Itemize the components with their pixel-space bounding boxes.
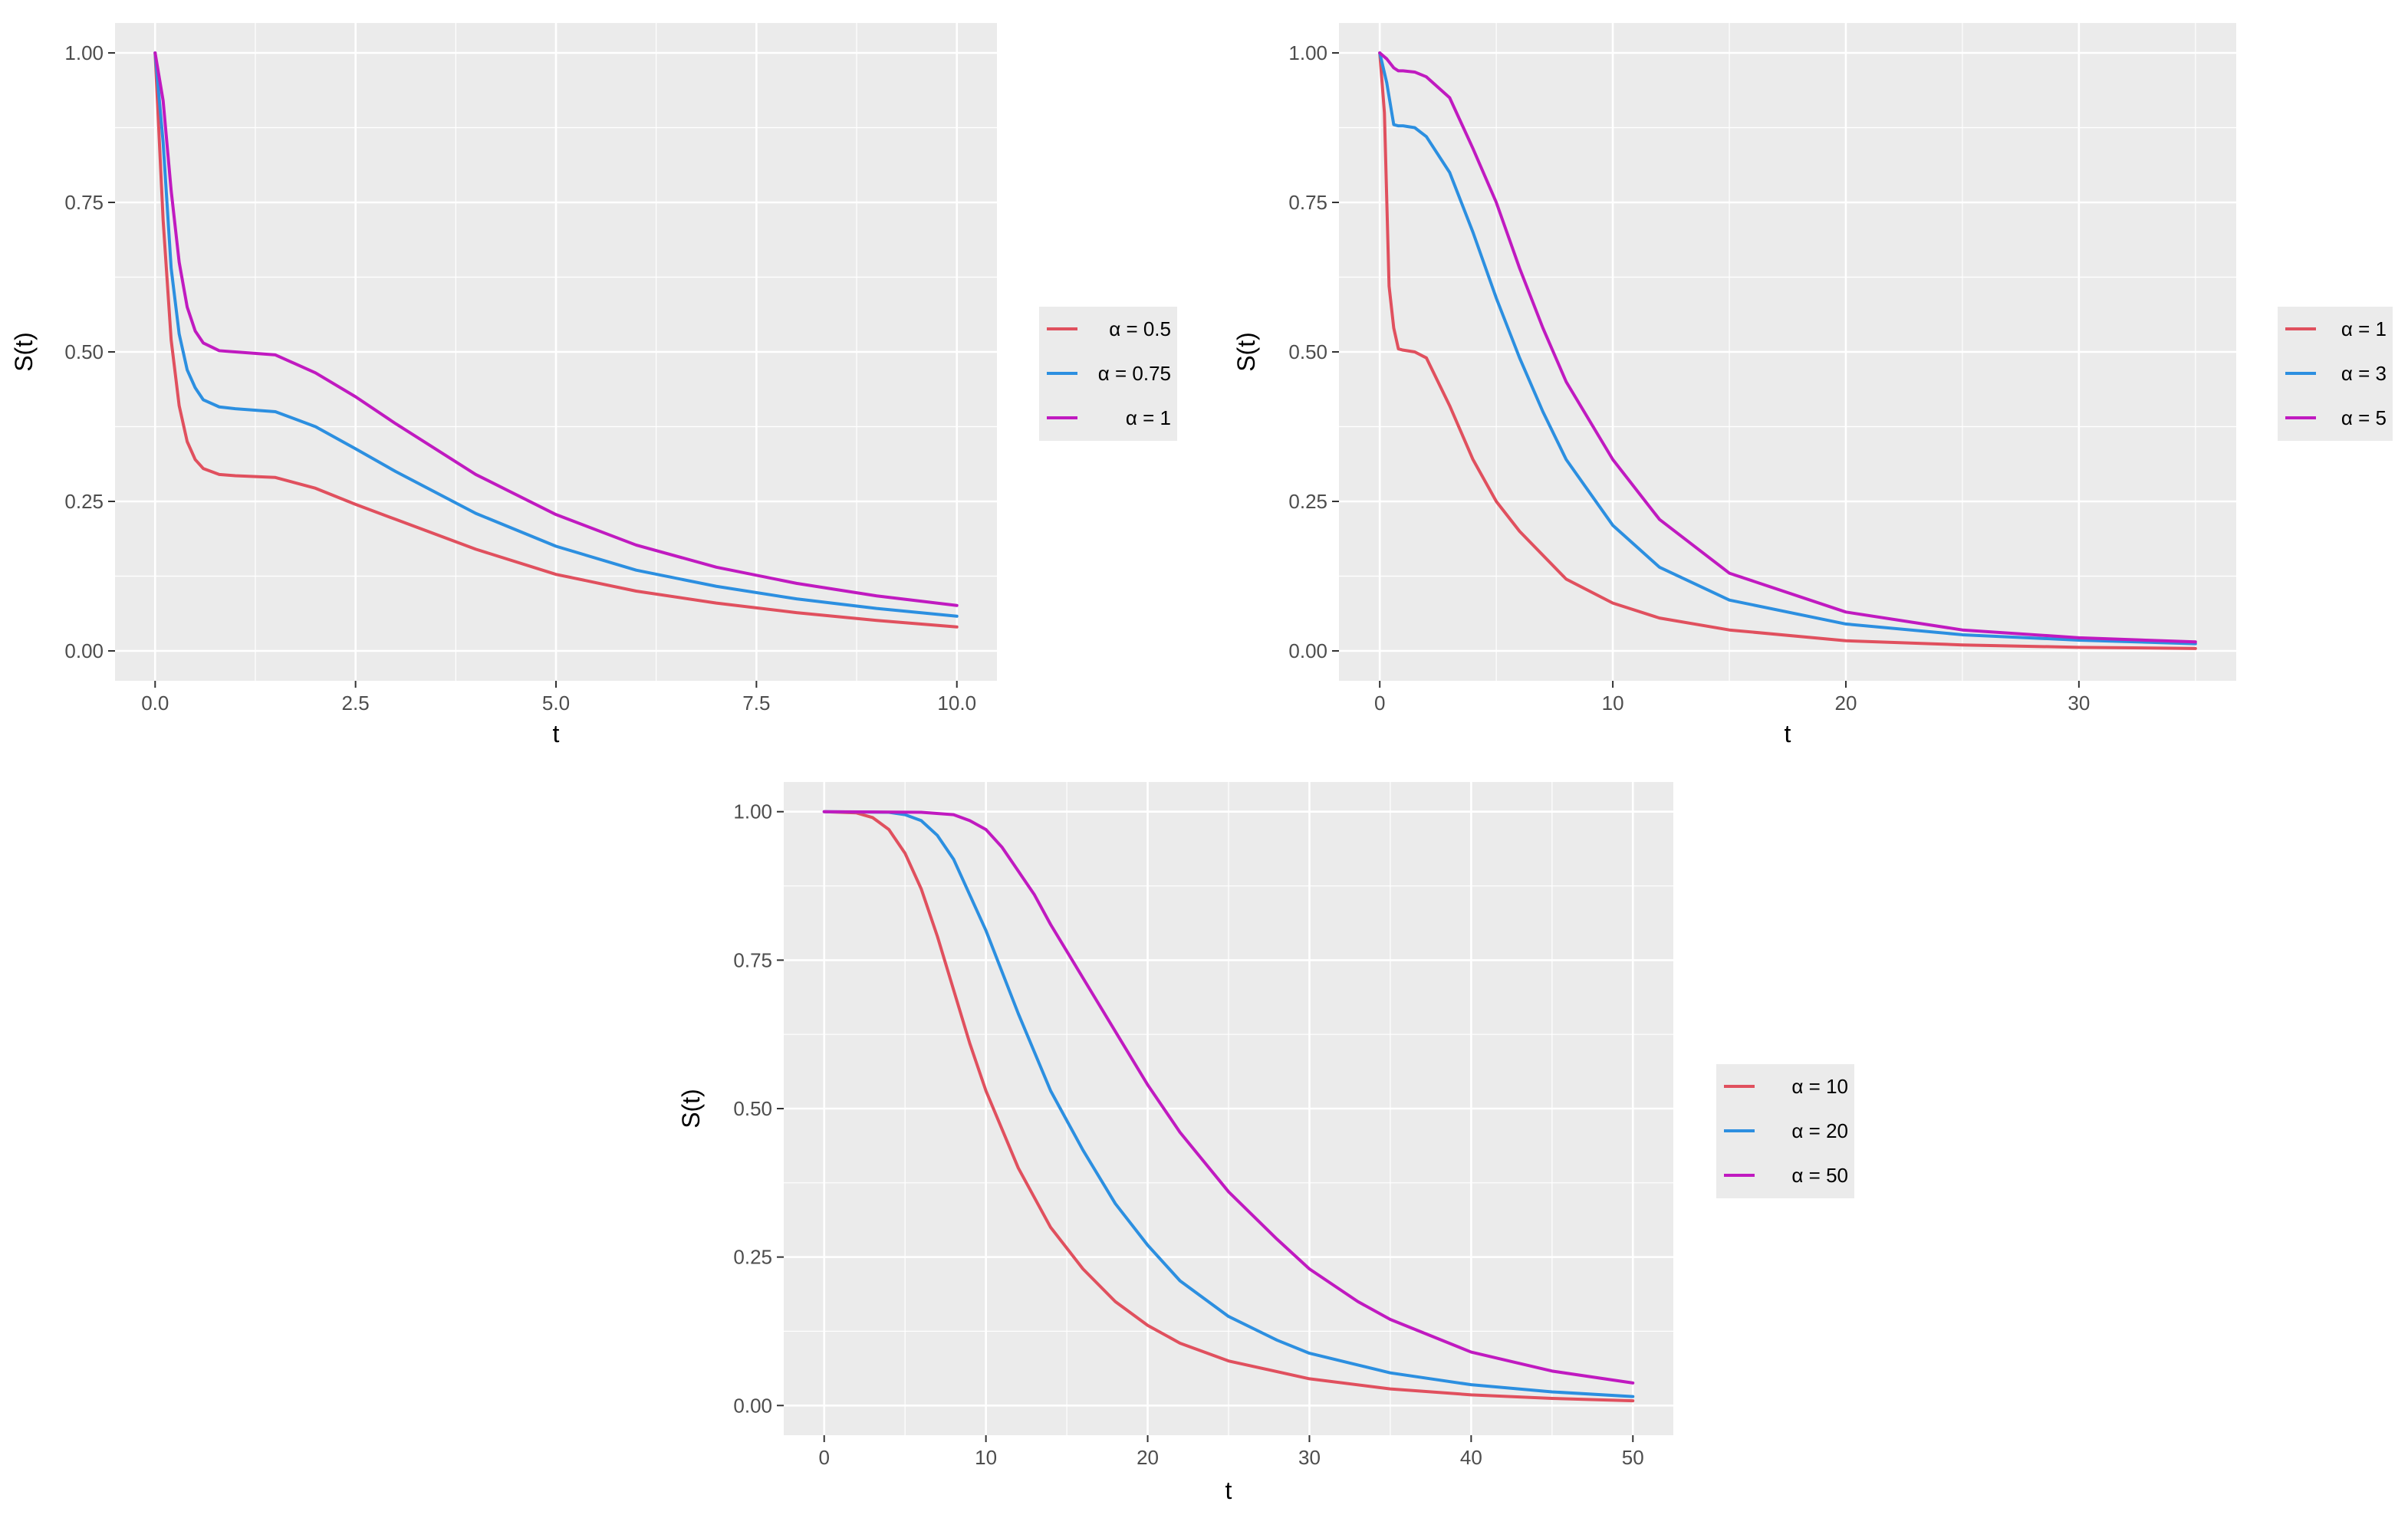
y-axis-title: S(t) bbox=[1232, 332, 1260, 372]
legend-label: α = 0.75 bbox=[1098, 362, 1171, 385]
x-tick-label: 50 bbox=[1622, 1446, 1644, 1469]
x-tick-label: 20 bbox=[1137, 1446, 1159, 1469]
legend-label: α = 5 bbox=[2341, 406, 2387, 429]
y-tick-label: 0.75 bbox=[1288, 191, 1327, 214]
x-tick-label: 7.5 bbox=[742, 692, 770, 715]
x-tick-label: 0 bbox=[818, 1446, 829, 1469]
x-tick-label: 0 bbox=[1374, 692, 1385, 715]
legend-label: α = 50 bbox=[1791, 1164, 1848, 1187]
x-tick-label: 30 bbox=[1298, 1446, 1321, 1469]
x-tick-label: 10.0 bbox=[937, 692, 976, 715]
x-tick-label: 10 bbox=[975, 1446, 997, 1469]
x-tick-label: 30 bbox=[2068, 692, 2090, 715]
y-tick-label: 1.00 bbox=[64, 41, 104, 64]
y-tick-label: 1.00 bbox=[733, 800, 772, 823]
x-tick-label: 0.0 bbox=[141, 692, 169, 715]
x-axis-title: t bbox=[553, 720, 560, 748]
legend-label: α = 1 bbox=[1126, 406, 1171, 429]
series-line bbox=[153, 51, 959, 607]
x-tick-label: 2.5 bbox=[342, 692, 370, 715]
y-tick-label: 1.00 bbox=[1288, 41, 1327, 64]
x-axis-title: t bbox=[1225, 1477, 1232, 1504]
y-tick-label: 0.00 bbox=[1288, 639, 1327, 662]
y-tick-label: 0.75 bbox=[64, 191, 104, 214]
legend-label: α = 0.5 bbox=[1109, 317, 1171, 340]
series-line bbox=[153, 51, 959, 629]
y-tick-label: 0.00 bbox=[64, 639, 104, 662]
y-axis-title: S(t) bbox=[677, 1089, 705, 1129]
y-tick-label: 0.50 bbox=[1288, 340, 1327, 363]
y-tick-label: 0.75 bbox=[733, 948, 772, 971]
legend-label: α = 3 bbox=[2341, 362, 2387, 385]
y-axis-title: S(t) bbox=[10, 332, 38, 372]
plot-alpha-0.5-to-1: 0.0 2.5 5.0 7.5 10.0 0.00 0.25 0.50 0.75 1.00 t S(t… bbox=[10, 23, 1177, 748]
plot-alpha-1-to-5: 0 10 20 30 0.00 0.25 0.50 0.75 1.00 t S(t) α = 1 α =… bbox=[1232, 23, 2393, 748]
x-tick-label: 10 bbox=[1602, 692, 1624, 715]
x-tick-label: 40 bbox=[1460, 1446, 1482, 1469]
legend-label: α = 20 bbox=[1791, 1119, 1848, 1142]
x-axis-title: t bbox=[1785, 720, 1791, 748]
legend-label: α = 1 bbox=[2341, 317, 2387, 340]
y-tick-label: 0.25 bbox=[1288, 490, 1327, 513]
series-line bbox=[1378, 51, 2197, 644]
plot-alpha-10-to-50: 0 10 20 30 40 50 0.00 0.25 0.50 0.75 1.00 t S(t) α = … bbox=[677, 782, 1854, 1504]
series-line bbox=[1378, 51, 2197, 646]
legend-label: α = 10 bbox=[1791, 1075, 1848, 1098]
series-line bbox=[1378, 51, 2197, 650]
y-tick-label: 0.25 bbox=[64, 490, 104, 513]
y-tick-label: 0.50 bbox=[733, 1097, 772, 1120]
x-tick-label: 5.0 bbox=[542, 692, 570, 715]
y-tick-label: 0.00 bbox=[733, 1394, 772, 1417]
series-line bbox=[153, 51, 959, 618]
series-line bbox=[822, 810, 1635, 1403]
series-line bbox=[822, 810, 1635, 1398]
y-tick-label: 0.50 bbox=[64, 340, 104, 363]
x-tick-label: 20 bbox=[1835, 692, 1857, 715]
series-line bbox=[822, 810, 1635, 1385]
y-tick-label: 0.25 bbox=[733, 1246, 772, 1269]
